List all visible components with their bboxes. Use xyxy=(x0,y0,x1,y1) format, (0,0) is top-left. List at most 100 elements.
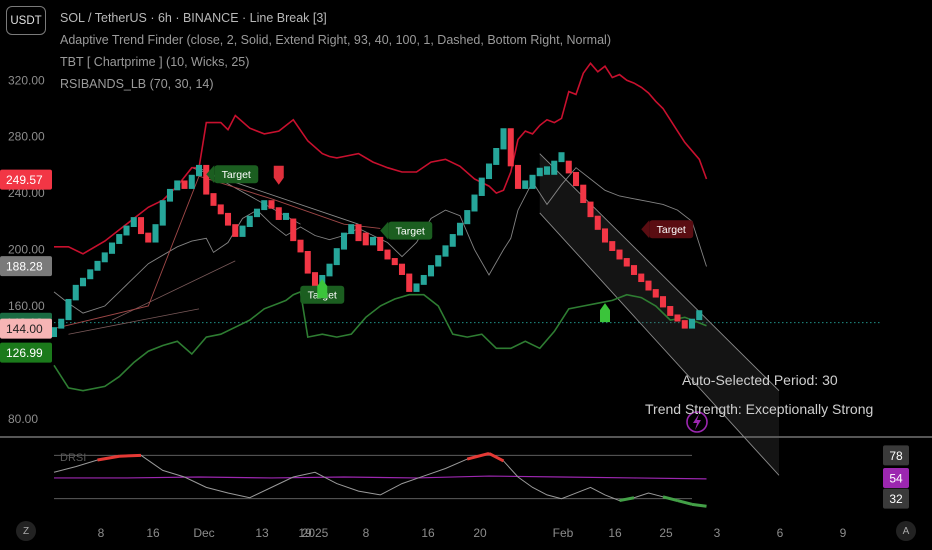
line-break-brick xyxy=(58,318,65,329)
lightning-bolt xyxy=(693,414,701,430)
line-break-brick xyxy=(623,258,630,267)
x-tick-label: 9 xyxy=(840,526,847,540)
line-break-brick xyxy=(645,280,652,291)
line-break-brick xyxy=(529,174,536,189)
target-box xyxy=(388,221,433,240)
x-tick-label: 3 xyxy=(714,526,721,540)
y-tick-label: 160.00 xyxy=(8,299,45,313)
rsi-mid-line xyxy=(54,475,707,480)
line-break-brick xyxy=(587,201,594,218)
target-label: Target xyxy=(396,226,425,238)
lightning-icon xyxy=(686,411,708,433)
indicator-rsibands[interactable]: RSIBANDS_LB (70, 30, 14) xyxy=(60,77,214,91)
rsi-level-label: 78 xyxy=(889,449,903,463)
indicator-adaptive-trend[interactable]: Adaptive Trend Finder (close, 2, Solid, … xyxy=(60,33,611,47)
rsi-overbought-segment xyxy=(119,453,142,458)
x-tick-label: 8 xyxy=(363,526,370,540)
line-break-brick xyxy=(355,224,362,242)
target-pointer xyxy=(206,165,215,184)
axes: 80.00 160.00 200.00 240.00 280.00 320.00 8 16 De… xyxy=(8,73,847,540)
currency-button[interactable]: USDT xyxy=(6,6,46,35)
line-break-brick xyxy=(667,306,674,316)
line-break-brick xyxy=(514,164,522,189)
price-badge xyxy=(0,318,52,339)
line-break-brick xyxy=(340,232,348,250)
line-break-brick xyxy=(94,260,101,271)
channel-fill xyxy=(539,153,779,476)
indicator-lines xyxy=(53,62,708,392)
line-break-brick xyxy=(413,283,420,292)
line-break-brick xyxy=(50,327,58,338)
rsi-level-label: 54 xyxy=(889,471,903,485)
x-tick-label: 16 xyxy=(608,526,622,540)
line-break-brick xyxy=(369,236,377,246)
rsi-level-label: 32 xyxy=(889,492,903,506)
target-pointer xyxy=(380,221,389,240)
gridlines xyxy=(0,322,932,438)
zoom-reset-button[interactable]: Z xyxy=(16,521,36,541)
price-badge xyxy=(0,342,52,363)
line-break-brick xyxy=(195,164,203,177)
line-break-brick xyxy=(485,163,493,180)
line-break-brick xyxy=(210,193,217,206)
series-line-3 xyxy=(53,175,381,330)
line-break-brick xyxy=(203,164,210,195)
rsi-level-badge xyxy=(883,467,909,488)
line-break-brick xyxy=(268,200,275,209)
price-badge xyxy=(0,256,52,277)
line-break-brick xyxy=(565,160,572,174)
x-tick-label: 2025 xyxy=(302,526,329,540)
x-tick-label: 20 xyxy=(473,526,487,540)
x-tick-label: 19 xyxy=(298,526,312,540)
pivot-trendline xyxy=(68,308,200,335)
line-break-brick xyxy=(181,180,188,189)
line-break-brick xyxy=(471,194,478,212)
x-tick-label: 13 xyxy=(255,526,269,540)
line-break-brick xyxy=(145,232,152,243)
line-break-brick xyxy=(174,180,181,191)
line-break-brick xyxy=(261,200,268,211)
target-box xyxy=(649,220,694,239)
line-break-brick xyxy=(659,296,667,308)
line-break-brick xyxy=(609,241,616,251)
line-break-brick xyxy=(464,210,471,225)
line-break-brick xyxy=(65,298,72,321)
line-break-brick xyxy=(580,184,587,204)
line-break-brick xyxy=(398,263,406,275)
line-break-brick xyxy=(282,212,290,220)
line-break-brick xyxy=(377,236,384,251)
line-break-brick xyxy=(500,128,507,150)
x-tick-label: Feb xyxy=(553,526,574,540)
line-break-brick xyxy=(130,217,137,228)
rsi-overbought-segment xyxy=(466,451,490,461)
line-break-brick xyxy=(101,252,108,263)
rsi-level-badge xyxy=(883,488,909,509)
x-tick-label: 25 xyxy=(659,526,673,540)
sub-pane-label: DRSI xyxy=(60,452,87,464)
line-break-brick xyxy=(435,255,442,267)
indicator-tbt[interactable]: TBT [ Chartprime ] (10, Wicks, 25) xyxy=(60,55,250,69)
series-line-1 xyxy=(53,167,707,314)
line-break-brick xyxy=(652,289,659,298)
line-break-brick xyxy=(253,208,261,218)
line-break-brick xyxy=(507,128,514,167)
line-break-brick xyxy=(239,225,246,237)
y-tick-label: 200.00 xyxy=(8,243,45,257)
auto-scale-button[interactable]: A xyxy=(896,521,916,541)
line-break-brick xyxy=(224,212,232,226)
line-break-brick xyxy=(72,284,79,301)
line-break-brick xyxy=(681,320,688,329)
line-break-brick xyxy=(630,265,638,275)
line-break-brick xyxy=(522,180,529,189)
line-break-brick xyxy=(333,248,340,266)
line-break-brick xyxy=(616,249,623,260)
line-break-brick xyxy=(232,224,239,237)
line-break-brick xyxy=(551,160,558,175)
line-break-brick xyxy=(348,224,355,235)
price-badge-label: 144.00 xyxy=(6,322,43,336)
trend-strength-label: Trend Strength: Exceptionally Strong xyxy=(645,401,874,417)
sell-signal-arrow xyxy=(273,165,284,185)
x-tick-label: 8 xyxy=(98,526,105,540)
rsi-oversold-segment xyxy=(619,496,635,503)
